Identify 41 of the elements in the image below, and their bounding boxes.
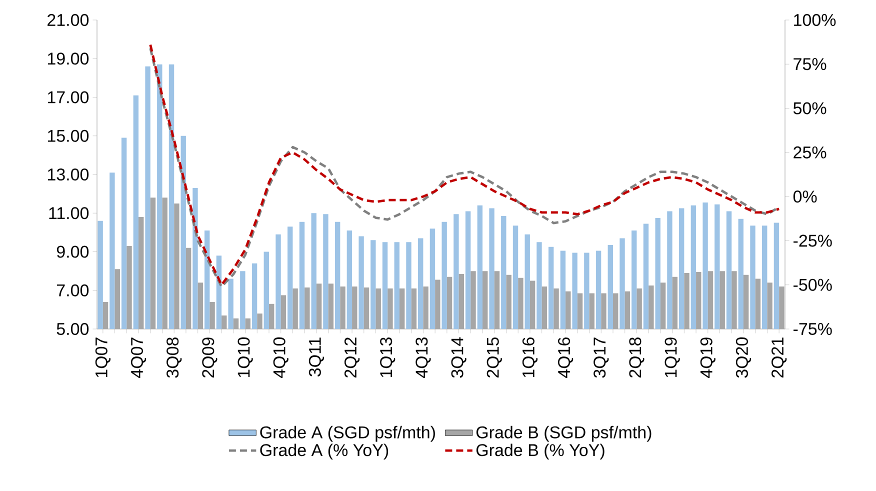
- x-tick-label: 2Q09: [202, 338, 218, 378]
- x-tick-label: 2Q12: [344, 338, 360, 378]
- y2-tick-label: 25%: [794, 146, 826, 158]
- x-tick-label: 1Q13: [380, 338, 396, 378]
- y2-tick-label: 75%: [794, 58, 826, 70]
- legend-label: Grade A (% YoY): [260, 444, 388, 460]
- x-tick-label: 3Q20: [736, 337, 752, 378]
- x-tick-label: 2Q21: [772, 338, 787, 378]
- y2-tick-label: 100%: [794, 14, 836, 26]
- x-tick-label: 3Q17: [594, 338, 609, 378]
- y2-tick-label: -25%: [794, 234, 832, 247]
- y-tick-label: 21.00: [48, 14, 89, 26]
- x-tick-label: 1Q07: [95, 338, 110, 378]
- y-tick-label: 15.00: [48, 130, 89, 142]
- x-tick-label: 4Q13: [416, 338, 431, 378]
- y2-tick-label: 50%: [793, 102, 826, 114]
- y-tick-label: 19.00: [48, 52, 89, 65]
- y2-tick-label: 0%: [793, 190, 817, 203]
- x-tick-label: 2Q18: [629, 338, 644, 378]
- y2-tick-label: -75%: [794, 323, 832, 335]
- x-tick-label: 1Q19: [664, 338, 680, 378]
- y-tick-label: 9.00: [56, 246, 89, 258]
- y-tick-label: 7.00: [57, 284, 89, 296]
- x-tick-label: 3Q11: [308, 338, 324, 376]
- legend-label: Grade A (SGD psf/mth): [260, 426, 435, 442]
- y-tick-label: 5.00: [56, 322, 89, 336]
- x-tick-label: 2Q15: [486, 337, 502, 378]
- y-tick-label: 17.00: [48, 91, 89, 104]
- x-tick-label: 4Q10: [273, 337, 288, 378]
- x-tick-label: 4Q07: [130, 338, 146, 378]
- legend-label: Grade B (SGD psf/mth): [476, 426, 652, 442]
- y2-tick-label: -50%: [794, 278, 832, 291]
- x-tick-label: 3Q14: [451, 337, 466, 378]
- x-tick-label: 4Q19: [700, 338, 716, 378]
- x-tick-label: 1Q16: [522, 338, 538, 378]
- y-tick-label: 13.00: [48, 168, 89, 181]
- x-tick-label: 4Q16: [558, 338, 574, 378]
- x-tick-label: 3Q08: [166, 338, 182, 378]
- legend-label: Grade B (% YoY): [476, 444, 604, 460]
- y-tick-label: 11.00: [49, 207, 89, 220]
- x-tick-label: 1Q10: [238, 337, 253, 378]
